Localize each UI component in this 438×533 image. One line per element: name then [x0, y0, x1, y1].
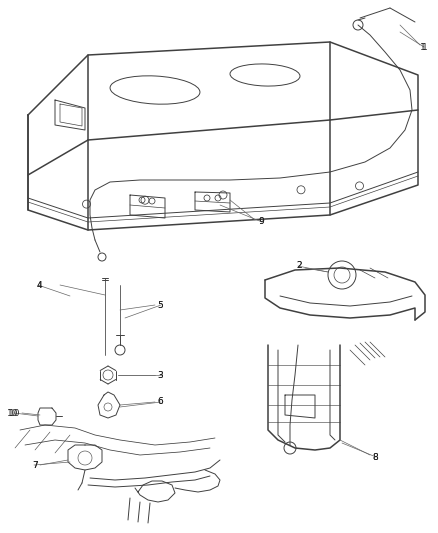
Text: 2: 2: [297, 262, 302, 271]
Text: 8: 8: [372, 453, 378, 462]
Text: 3: 3: [157, 370, 163, 379]
Text: 4: 4: [36, 280, 42, 289]
Text: 1: 1: [420, 43, 426, 52]
Text: 7: 7: [32, 461, 38, 470]
Text: 10: 10: [8, 408, 20, 417]
Text: 3: 3: [157, 370, 163, 379]
Text: 2: 2: [297, 262, 302, 271]
Text: 1: 1: [422, 43, 428, 52]
Text: 10: 10: [7, 408, 18, 417]
Text: 9: 9: [258, 217, 264, 227]
Text: 8: 8: [372, 453, 378, 462]
Text: 6: 6: [157, 398, 163, 407]
Text: 6: 6: [157, 398, 163, 407]
Text: 4: 4: [36, 280, 42, 289]
Text: 5: 5: [157, 301, 163, 310]
Text: 9: 9: [258, 217, 264, 227]
Text: 7: 7: [32, 461, 38, 470]
Text: 5: 5: [157, 301, 163, 310]
